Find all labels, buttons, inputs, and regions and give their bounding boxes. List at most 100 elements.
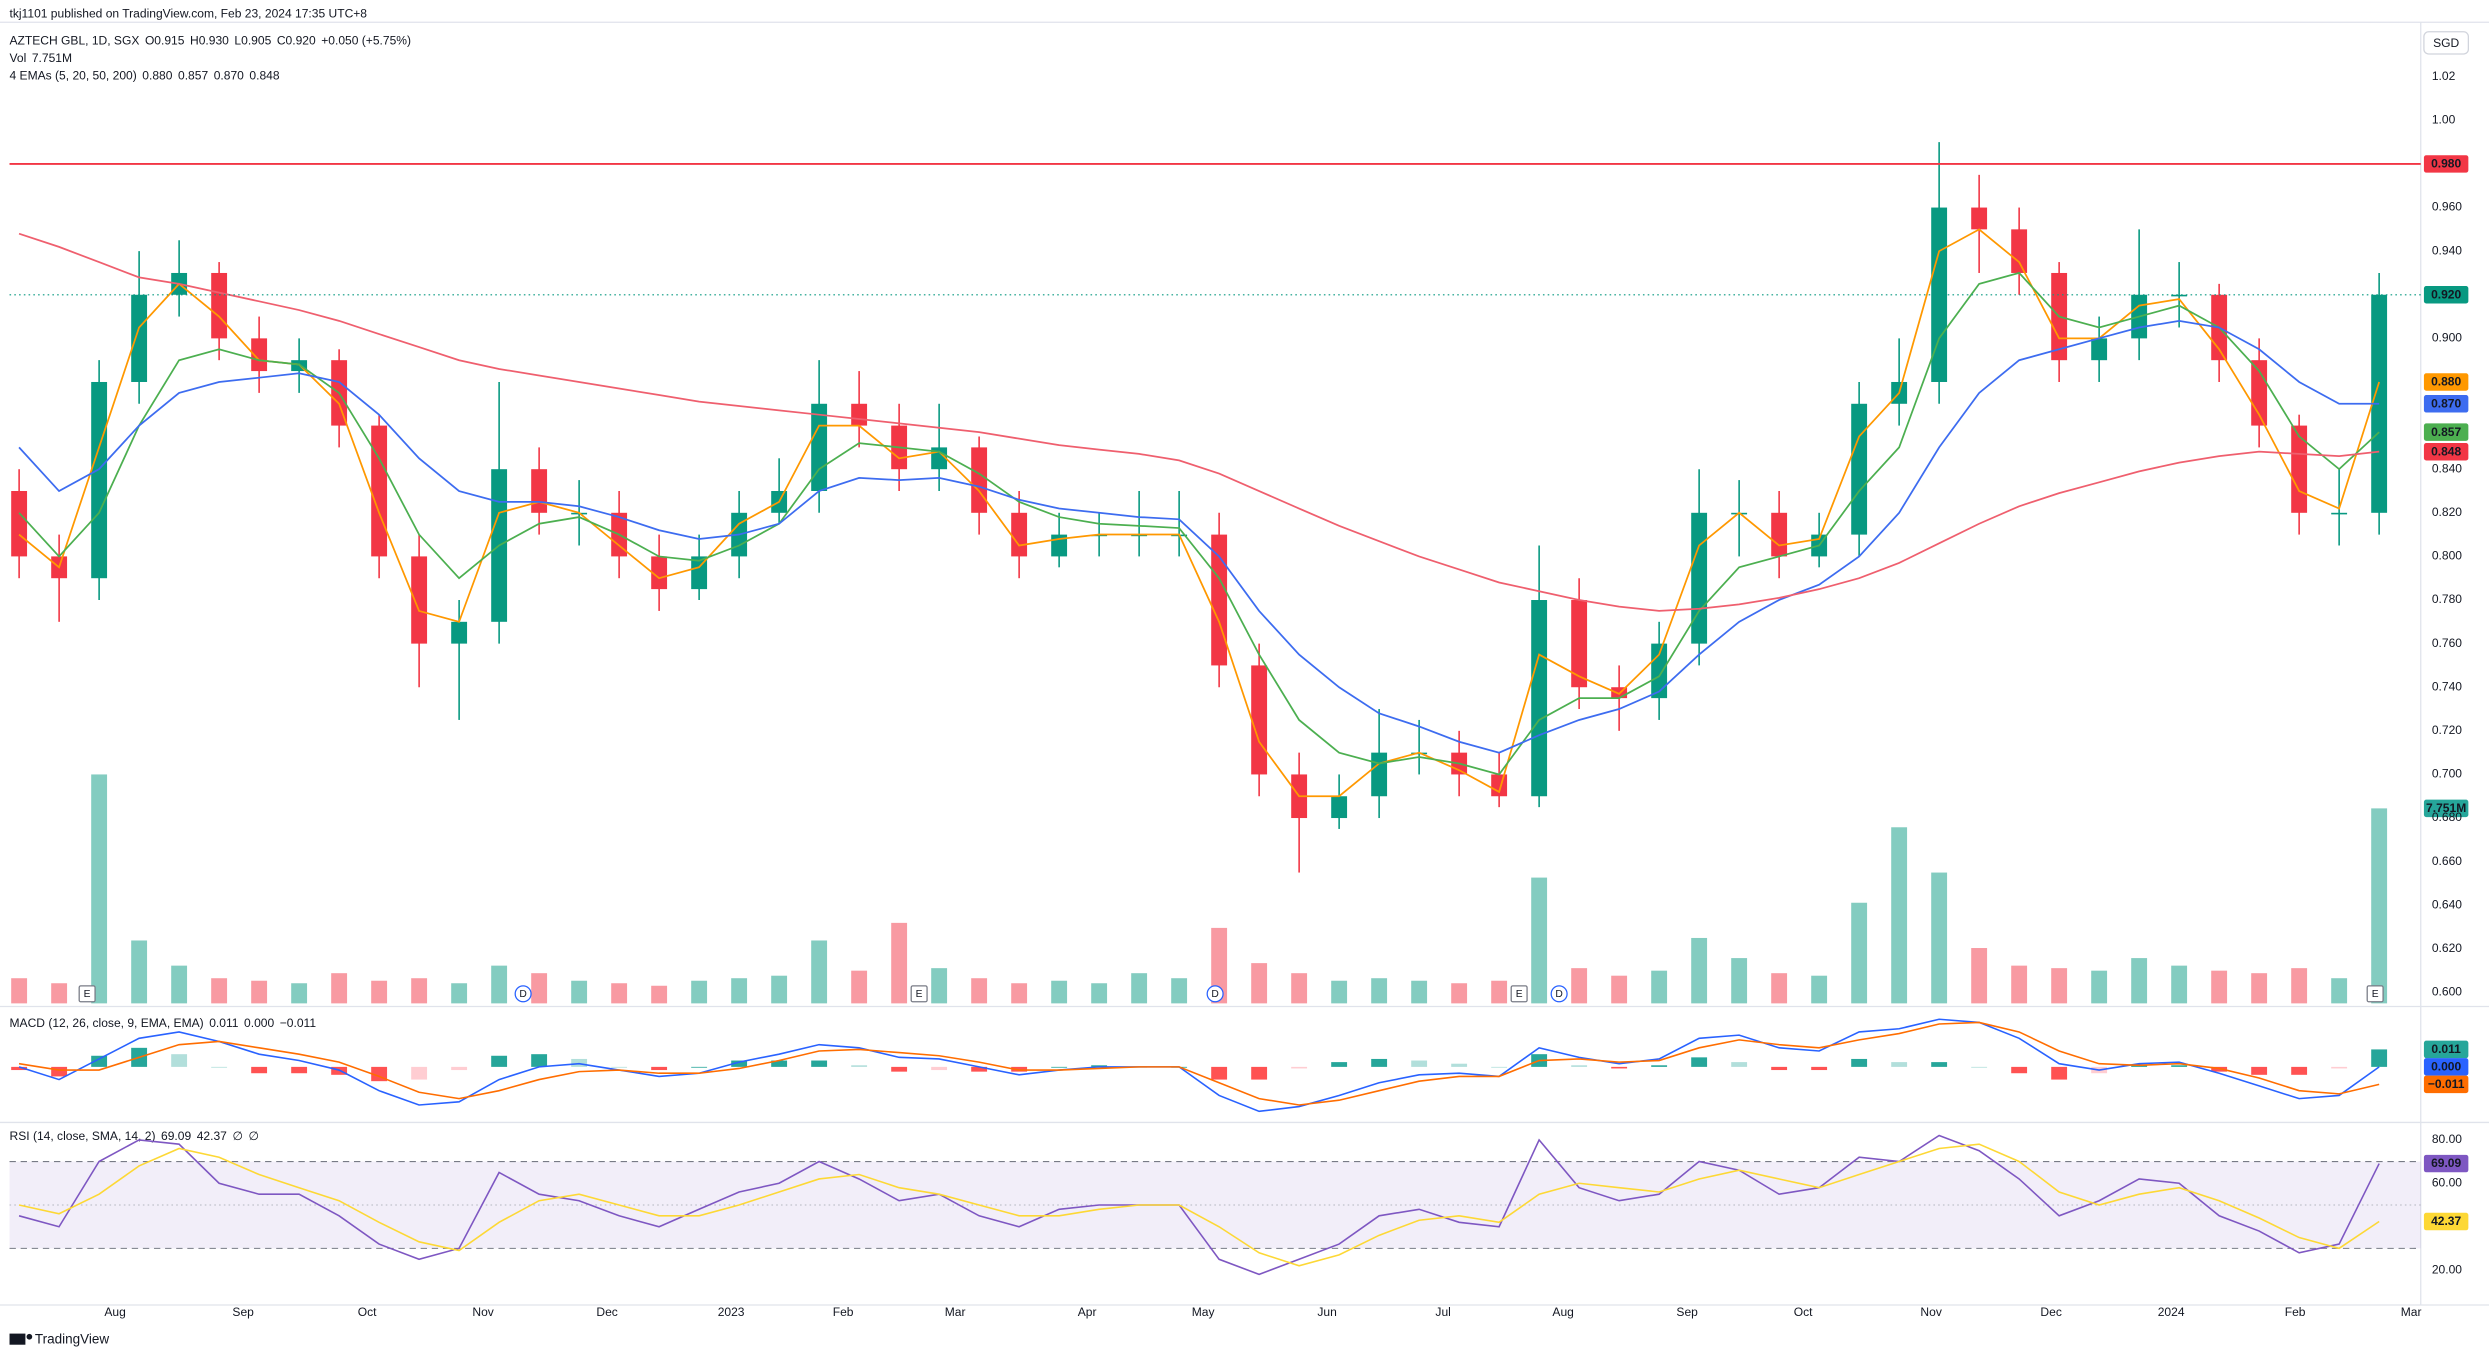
candle-body [2171, 294, 2188, 297]
y-tick-label: 0.740 [2432, 679, 2462, 693]
indicator-line [18, 1021, 2380, 1106]
volume-bar [811, 940, 828, 1004]
candle-body [1491, 774, 1508, 797]
price-tag-label: 0.980 [2431, 157, 2461, 171]
macd-histogram [1971, 1066, 1988, 1068]
y-tick-label: 0.840 [2432, 461, 2462, 475]
legend-value: 0.880 [142, 68, 172, 82]
candle-body [1331, 796, 1348, 819]
macd-histogram [51, 1066, 68, 1077]
price-tag [2423, 443, 2469, 461]
volume-bar [2331, 978, 2348, 1004]
macd-histogram [451, 1066, 468, 1071]
volume-bar [211, 978, 228, 1004]
legend-value: 0.870 [214, 68, 244, 82]
volume-bar [451, 983, 468, 1004]
legend-value: 7.751M [32, 51, 72, 65]
macd-histogram [1691, 1057, 1708, 1067]
macd-histogram [1451, 1063, 1468, 1067]
event-label: E [1516, 989, 1523, 1000]
y-tick-label: 1.00 [2432, 113, 2456, 127]
indicator-line [18, 319, 2380, 754]
macd-histogram [691, 1066, 708, 1068]
y-tick-label: 60.00 [2432, 1175, 2462, 1189]
macd-histogram [531, 1054, 548, 1067]
candle-body [851, 403, 868, 426]
earnings-marker [78, 985, 96, 1003]
indicator-line [18, 271, 2380, 776]
volume-bar [531, 973, 548, 1004]
volume-bar [971, 978, 988, 1004]
ohlc-value: C0.920 [277, 33, 316, 47]
ohlc-value: H0.930 [190, 33, 229, 47]
candle-body [1531, 600, 1548, 797]
volume-bar [251, 980, 268, 1004]
candle-body [131, 294, 148, 382]
candle-body [451, 621, 468, 644]
y-tick-label: 80.00 [2432, 1132, 2462, 1146]
volume-bar [1731, 958, 1748, 1004]
candle-body [11, 490, 28, 557]
x-tick-label: 2023 [718, 1305, 745, 1319]
volume-bar [1051, 980, 1068, 1004]
volume-bar [2291, 968, 2308, 1004]
legend-value: −0.011 [280, 1016, 317, 1030]
macd-histogram [1731, 1062, 1748, 1067]
y-tick-label: 0.900 [2432, 331, 2462, 345]
volume-bar [2171, 965, 2188, 1004]
volume-bar [1771, 973, 1788, 1004]
macd-histogram [1891, 1062, 1908, 1067]
candle-body [971, 447, 988, 513]
macd-histogram [1811, 1066, 1828, 1071]
price-tag-label: 0.011 [2431, 1042, 2461, 1056]
volume-bar [931, 968, 948, 1004]
currency-box[interactable] [2423, 31, 2469, 55]
macd-histogram [1211, 1066, 1228, 1080]
macd-histogram [1371, 1058, 1388, 1067]
y-tick-label: 20.00 [2432, 1262, 2462, 1276]
x-tick-label: Oct [1794, 1305, 1813, 1319]
price-tag-label: 0.880 [2431, 375, 2461, 389]
macd-histogram [171, 1054, 188, 1067]
symbol-info: AZTECH GBL, 1D, SGX [10, 33, 140, 47]
volume-bar [2051, 968, 2068, 1004]
candle-body [2331, 512, 2348, 515]
macd-histogram [1771, 1066, 1788, 1071]
dividend-marker [1206, 985, 1224, 1003]
volume-bar [571, 980, 588, 1004]
legend-value: 0.011 [209, 1016, 239, 1030]
indicator-title: RSI (14, close, SMA, 14, 2) [10, 1129, 156, 1143]
currency: SGD [2433, 36, 2459, 50]
volume-bar [1371, 978, 1388, 1004]
earnings-marker [910, 985, 928, 1003]
event-label: E [916, 989, 923, 1000]
legend-value: ∅ [249, 1129, 259, 1143]
macd-histogram [1251, 1066, 1268, 1080]
macd-histogram [2371, 1049, 2388, 1067]
volume-bar [331, 973, 348, 1004]
x-tick-label: Jun [1317, 1305, 1336, 1319]
ohlc-value: +0.050 (+5.75%) [321, 33, 411, 47]
tradingview-logo [9, 1333, 33, 1345]
macd-histogram [1611, 1066, 1628, 1069]
x-tick-label: 2024 [2158, 1305, 2185, 1319]
macd-histogram [211, 1066, 228, 1068]
macd-histogram [1411, 1060, 1428, 1067]
indicator-line [18, 1018, 2380, 1113]
volume-bar [91, 774, 108, 1004]
earnings-marker [2366, 985, 2384, 1003]
volume-bar [1211, 927, 1228, 1004]
x-tick-label: Mar [2401, 1305, 2422, 1319]
y-tick-label: 0.960 [2432, 200, 2462, 214]
candle-body [1851, 403, 1868, 535]
candle-body [411, 556, 428, 644]
macd-histogram [851, 1065, 868, 1067]
macd-histogram [2051, 1066, 2068, 1080]
volume-bar [651, 985, 668, 1004]
macd-histogram [251, 1066, 268, 1074]
y-tick-label: 0.780 [2432, 592, 2462, 606]
y-tick-label: 1.02 [2432, 69, 2456, 83]
volume-bar [691, 980, 708, 1004]
macd-histogram [2291, 1066, 2308, 1075]
